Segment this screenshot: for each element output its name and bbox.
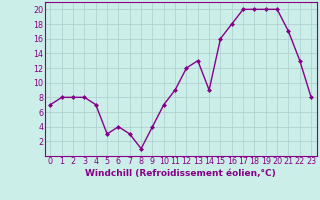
X-axis label: Windchill (Refroidissement éolien,°C): Windchill (Refroidissement éolien,°C) xyxy=(85,169,276,178)
